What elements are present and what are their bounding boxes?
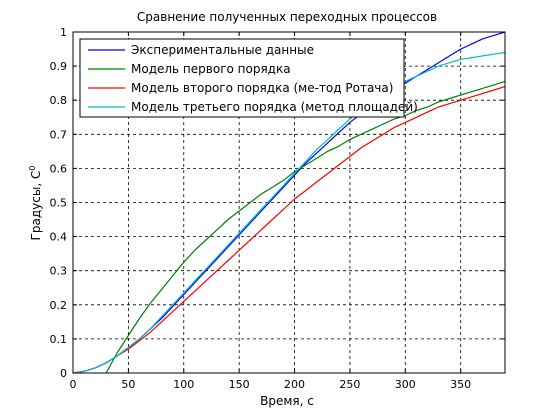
x-tick-label: 150 [229, 378, 250, 391]
y-axis-title-superscript: 0 [28, 166, 37, 171]
y-tick-label: 0.3 [50, 265, 68, 278]
y-axis-ticks: 0 0.1 0.2 0.3 0.4 0.5 0.6 0.7 0.8 0.9 1 [50, 26, 505, 380]
x-tick-label: 100 [173, 378, 194, 391]
legend-label: Экспериментальные данные [131, 43, 314, 57]
x-axis-ticks: 0 50 100 150 200 250 300 350 [70, 32, 471, 391]
legend-label: Модель третьего порядка (метод площадей) [131, 100, 418, 114]
x-tick-label: 50 [121, 378, 135, 391]
y-tick-label: 1 [60, 26, 67, 39]
x-tick-label: 0 [70, 378, 77, 391]
legend-box [79, 38, 405, 118]
y-tick-label: 0.6 [50, 162, 68, 175]
y-axis-title-text: Градусы, С [29, 171, 43, 241]
legend-label: Модель первого порядка [131, 62, 291, 76]
y-tick-label: 0.4 [50, 231, 68, 244]
x-tick-label: 300 [395, 378, 416, 391]
y-tick-label: 0.7 [50, 128, 68, 141]
series-line [105, 80, 506, 374]
y-tick-label: 0 [60, 367, 67, 380]
x-axis-title: Время, с [260, 394, 314, 408]
y-tick-label: 0.2 [50, 299, 68, 312]
x-tick-label: 350 [450, 378, 471, 391]
series-line [72, 51, 506, 374]
y-tick-label: 0.8 [50, 94, 68, 107]
legend-label: Модель второго порядка (ме-тод Ротача) [131, 81, 393, 95]
y-tick-label: 0.1 [50, 333, 68, 346]
y-axis-title: Градусы, С0 [28, 166, 43, 241]
chart-title: Сравнение полученных переходных процессо… [137, 10, 437, 24]
series-layer [72, 31, 506, 374]
x-tick-label: 250 [339, 378, 360, 391]
y-tick-label: 0.5 [50, 197, 68, 210]
legend-items: Экспериментальные данные Модель первого п… [88, 43, 418, 114]
x-tick-label: 200 [284, 378, 305, 391]
y-tick-label: 0.9 [50, 60, 68, 73]
legend: Экспериментальные данные Модель первого п… [79, 38, 418, 118]
series-line [72, 86, 506, 374]
